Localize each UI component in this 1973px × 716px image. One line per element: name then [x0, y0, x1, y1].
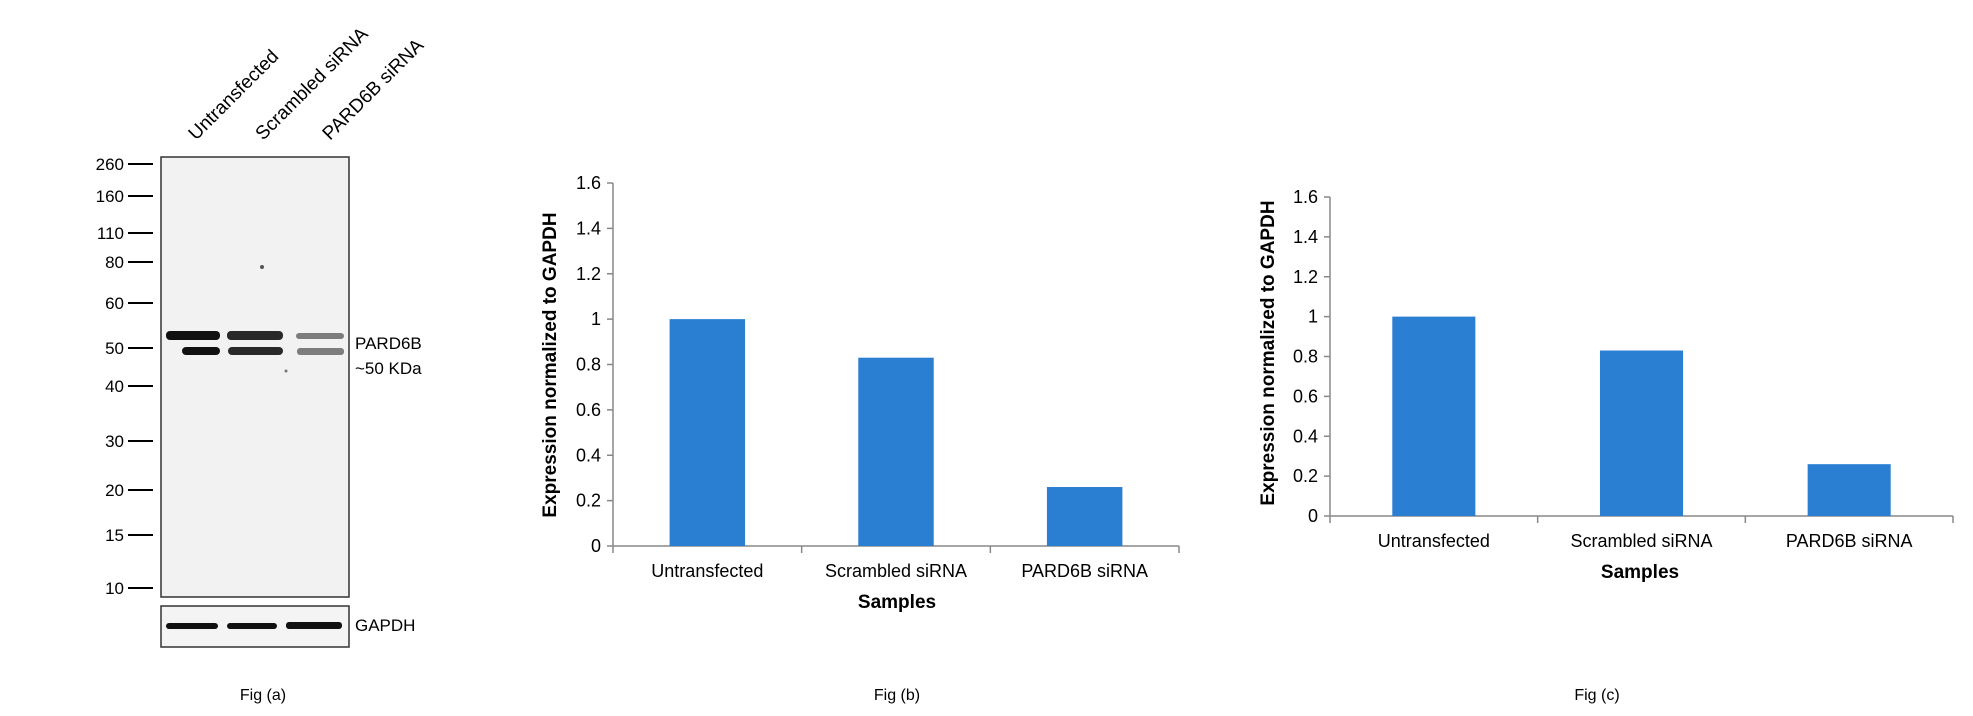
band-lane-pard6b — [296, 333, 344, 355]
x-tick-label: Scrambled siRNA — [1570, 531, 1712, 551]
bar — [1392, 316, 1476, 516]
y-tick-label: 1 — [1308, 307, 1318, 327]
x-tick-label: Scrambled siRNA — [825, 561, 967, 581]
control-label: GAPDH — [355, 616, 415, 635]
pard6b-band-upper — [166, 331, 220, 340]
y-tick-label: 1.6 — [1293, 187, 1318, 207]
y-tick-label: 0.4 — [576, 445, 601, 465]
band-lane-scrambled — [227, 331, 283, 355]
x-tick-label: PARD6B siRNA — [1021, 561, 1148, 581]
bar — [1599, 350, 1684, 516]
pard6b-band-upper — [296, 333, 344, 339]
marker-label: 20 — [105, 481, 124, 500]
figure-caption-b: Fig (b) — [874, 687, 920, 704]
pard6b-band-lower — [228, 347, 283, 355]
y-tick-label: 1.2 — [1293, 267, 1318, 287]
x-tick-label: Untransfected — [651, 561, 763, 581]
y-axis-title: Expression normalized to GAPDH — [1258, 200, 1279, 505]
x-axis-title: Samples — [858, 592, 936, 613]
marker-label: 260 — [96, 155, 124, 174]
bar — [669, 319, 746, 546]
y-tick-label: 1.4 — [576, 218, 601, 238]
bar — [858, 357, 934, 546]
y-axis-title: Expression normalized to GAPDH — [540, 212, 561, 517]
y-tick-label: 0.4 — [1293, 426, 1318, 446]
y-tick-label: 0.6 — [1293, 386, 1318, 406]
marker-label: 160 — [96, 187, 124, 206]
bar-chart-b: Expression normalized to GAPDH Samples F… — [540, 173, 1180, 704]
gapdh-band — [166, 623, 218, 629]
figure-caption-c: Fig (c) — [1574, 687, 1619, 704]
x-tick-label: PARD6B siRNA — [1786, 531, 1913, 551]
bar — [1046, 487, 1123, 546]
target-size-label: ~50 KDa — [355, 359, 422, 378]
band-lane-untransfected — [166, 331, 220, 355]
y-tick-label: 1.4 — [1293, 227, 1318, 247]
marker-label: 30 — [105, 432, 124, 451]
marker-label: 15 — [105, 526, 124, 545]
lane-label-scrambled: Scrambled siRNA — [252, 23, 373, 144]
marker-label: 40 — [105, 377, 124, 396]
y-tick-label: 0 — [591, 536, 601, 556]
blot-artifact-dot — [284, 369, 288, 373]
y-tick-label: 0.8 — [1293, 347, 1318, 367]
marker-label: 110 — [97, 224, 124, 243]
pard6b-band-upper — [227, 331, 283, 340]
western-blot-panel: Untransfected Scrambled siRNA PARD6B siR… — [96, 23, 429, 704]
pard6b-band-lower — [182, 347, 220, 355]
target-label: PARD6B — [355, 334, 422, 353]
x-tick-label: Untransfected — [1378, 531, 1490, 551]
gapdh-band — [227, 623, 277, 629]
y-tick-label: 0.8 — [576, 355, 601, 375]
bar-chart-c: Expression normalized to GAPDH Samples F… — [1258, 187, 1954, 704]
figure-caption-a: Fig (a) — [240, 687, 286, 704]
marker-label: 50 — [105, 339, 124, 358]
pard6b-band-lower — [297, 348, 344, 355]
marker-label: 80 — [105, 253, 124, 272]
marker-label: 60 — [105, 294, 124, 313]
y-tick-label: 1 — [591, 309, 601, 329]
bar — [1807, 464, 1891, 516]
x-axis-title: Samples — [1601, 562, 1679, 583]
y-tick-label: 1.6 — [576, 173, 601, 193]
y-tick-label: 0.2 — [1293, 466, 1318, 486]
y-tick-label: 0.2 — [576, 491, 601, 511]
y-tick-label: 1.2 — [576, 264, 601, 284]
blot-membrane — [160, 156, 350, 598]
gapdh-band — [286, 622, 342, 629]
y-tick-label: 0 — [1308, 506, 1318, 526]
marker-ladder: 260 160 110 80 60 50 40 30 20 15 10 — [96, 155, 153, 598]
blot-artifact-dot — [260, 265, 264, 269]
marker-label: 10 — [105, 579, 124, 598]
y-tick-label: 0.6 — [576, 400, 601, 420]
